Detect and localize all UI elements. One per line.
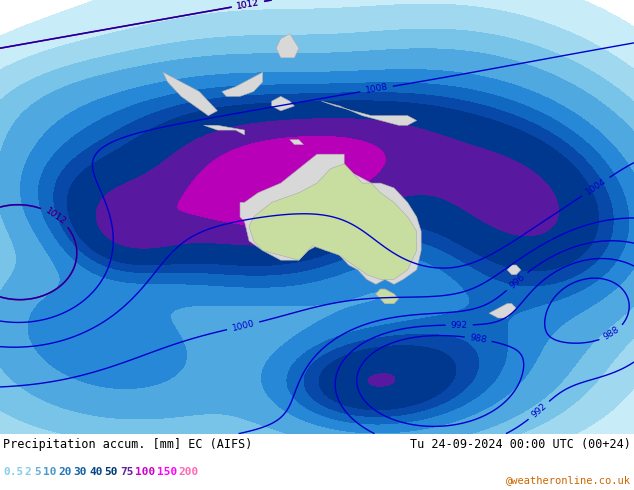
- Text: 1004: 1004: [584, 176, 608, 196]
- Text: 1012: 1012: [44, 206, 68, 226]
- Text: 40: 40: [89, 467, 103, 477]
- Text: 1008: 1008: [365, 83, 389, 96]
- Text: 10: 10: [43, 467, 56, 477]
- Polygon shape: [321, 101, 417, 125]
- Text: 988: 988: [469, 333, 488, 344]
- Text: 992: 992: [451, 320, 468, 330]
- Text: 30: 30: [74, 467, 87, 477]
- Polygon shape: [204, 125, 245, 135]
- Text: Precipitation accum. [mm] EC (AIFS): Precipitation accum. [mm] EC (AIFS): [3, 438, 252, 451]
- Text: 20: 20: [58, 467, 72, 477]
- Polygon shape: [489, 303, 516, 318]
- Text: 1012: 1012: [236, 0, 260, 11]
- Polygon shape: [222, 72, 262, 97]
- Polygon shape: [376, 289, 399, 303]
- Text: 50: 50: [105, 467, 118, 477]
- Text: 5: 5: [34, 467, 41, 477]
- Text: 75: 75: [120, 467, 134, 477]
- Text: 1012: 1012: [236, 0, 260, 11]
- Text: 200: 200: [179, 467, 199, 477]
- Text: 2: 2: [25, 467, 31, 477]
- Polygon shape: [163, 72, 217, 116]
- Text: 150: 150: [157, 467, 178, 477]
- Text: @weatheronline.co.uk: @weatheronline.co.uk: [506, 475, 631, 485]
- Polygon shape: [276, 34, 299, 58]
- Polygon shape: [507, 265, 521, 274]
- Polygon shape: [376, 289, 399, 303]
- Text: 988: 988: [602, 325, 621, 342]
- Text: 996: 996: [508, 272, 526, 291]
- Polygon shape: [240, 154, 421, 284]
- Text: 992: 992: [529, 401, 548, 419]
- Polygon shape: [272, 97, 294, 111]
- Text: Tu 24-09-2024 00:00 UTC (00+24): Tu 24-09-2024 00:00 UTC (00+24): [410, 438, 631, 451]
- Text: 1000: 1000: [231, 319, 256, 333]
- Polygon shape: [249, 164, 417, 279]
- Text: 1012: 1012: [44, 206, 68, 226]
- Text: 100: 100: [136, 467, 156, 477]
- Text: 0.5: 0.5: [3, 467, 23, 477]
- Polygon shape: [290, 140, 304, 145]
